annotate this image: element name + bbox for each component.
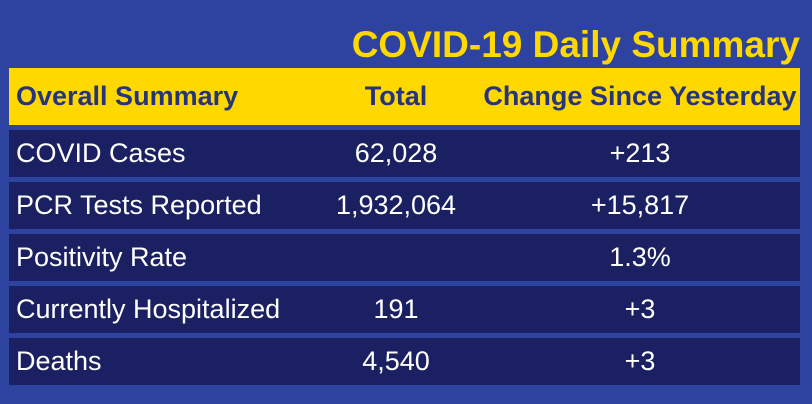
page-title: COVID-19 Daily Summary <box>351 24 800 65</box>
row-total: 4,540 <box>362 346 430 376</box>
header-overall-summary: Overall Summary <box>16 81 239 111</box>
row-change: +15,817 <box>590 190 690 220</box>
table-row-currently-hospitalized: Currently Hospitalized 191 +3 <box>9 286 800 333</box>
table-row-pcr-tests: PCR Tests Reported 1,932,064 +15,817 <box>9 182 800 229</box>
covid-summary-table: Overall Summary Total Change Since Yeste… <box>9 68 800 385</box>
header-change-since-yesterday: Change Since Yesterday <box>483 81 797 111</box>
row-label: COVID Cases <box>16 138 186 168</box>
row-total: 191 <box>373 294 419 324</box>
table-row-covid-cases: COVID Cases 62,028 +213 <box>9 130 800 177</box>
row-change: +3 <box>624 294 656 324</box>
title-bar: COVID-19 Daily Summary <box>0 0 812 68</box>
row-label: Positivity Rate <box>16 242 188 272</box>
row-label: Deaths <box>16 346 102 376</box>
row-change: 1.3% <box>609 242 671 272</box>
row-change: +213 <box>609 138 671 168</box>
table-header-row: Overall Summary Total Change Since Yeste… <box>9 68 800 125</box>
row-total: 62,028 <box>354 138 438 168</box>
header-total: Total <box>364 81 428 111</box>
table-row-deaths: Deaths 4,540 +3 <box>9 338 800 385</box>
row-label: PCR Tests Reported <box>16 190 262 220</box>
table-row-positivity-rate: Positivity Rate 1.3% <box>9 234 800 281</box>
row-label: Currently Hospitalized <box>16 294 281 324</box>
row-total: 1,932,064 <box>335 190 457 220</box>
row-change: +3 <box>624 346 656 376</box>
